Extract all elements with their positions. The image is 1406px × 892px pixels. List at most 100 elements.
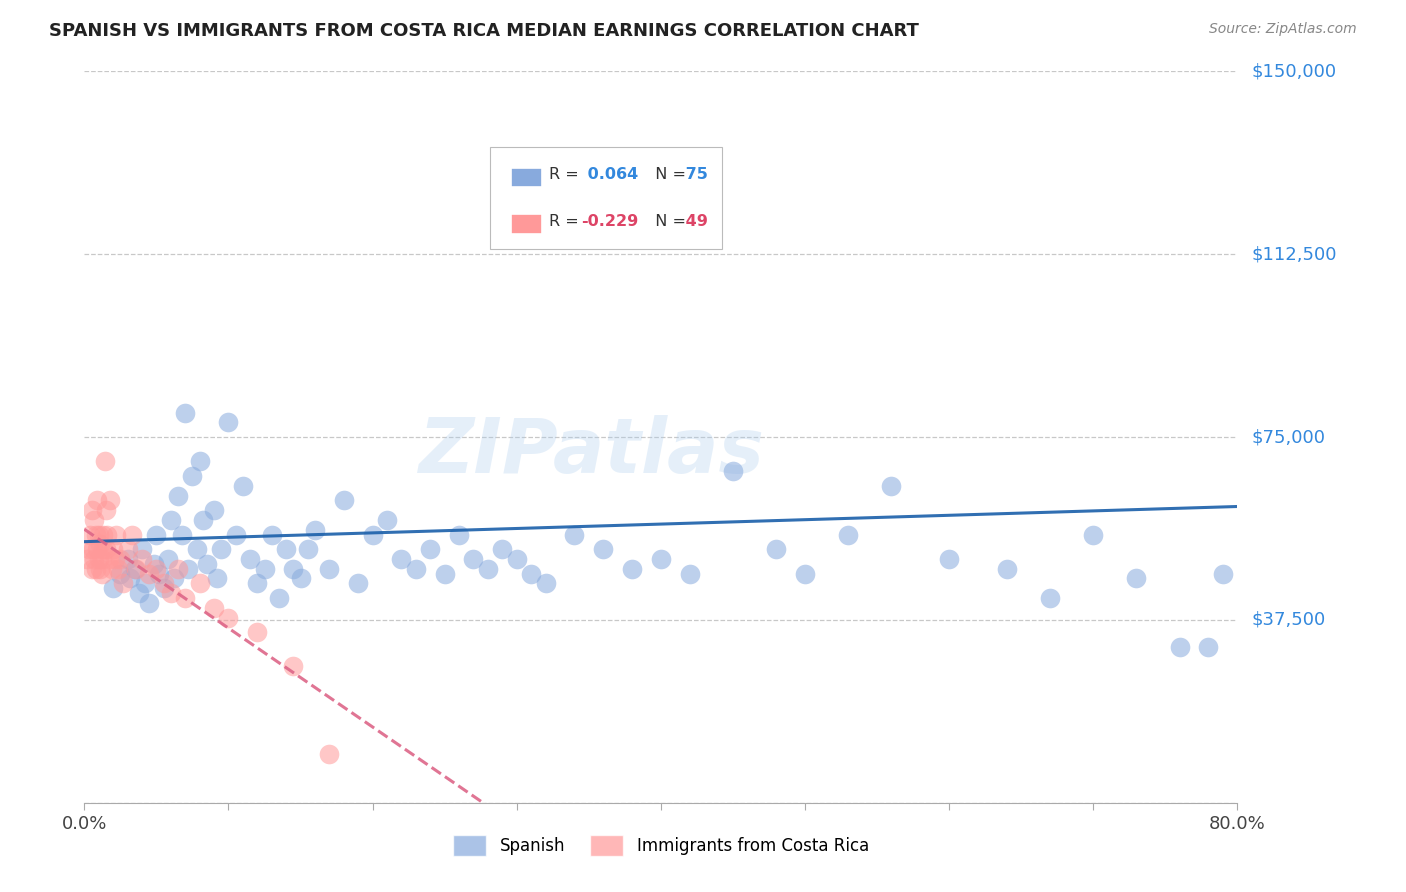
Point bbox=[83, 552, 105, 566]
Point bbox=[375, 513, 398, 527]
Point bbox=[82, 542, 104, 557]
Text: 49: 49 bbox=[681, 214, 707, 228]
Point bbox=[103, 542, 124, 557]
Point bbox=[246, 576, 269, 591]
Point bbox=[297, 542, 319, 557]
Point bbox=[94, 542, 117, 557]
Point bbox=[83, 513, 105, 527]
Point bbox=[96, 527, 118, 541]
Point bbox=[120, 572, 142, 586]
Point bbox=[283, 659, 305, 673]
Text: N =: N = bbox=[645, 168, 686, 182]
Point bbox=[520, 566, 543, 581]
Point bbox=[621, 562, 644, 576]
Point bbox=[174, 406, 197, 420]
Point bbox=[121, 527, 143, 541]
Point bbox=[318, 562, 340, 576]
Point bbox=[80, 562, 103, 576]
Text: ZIPatlas: ZIPatlas bbox=[419, 415, 765, 489]
Point bbox=[148, 566, 170, 581]
Point bbox=[765, 542, 787, 557]
Point bbox=[188, 454, 211, 468]
Point bbox=[506, 552, 529, 566]
Point bbox=[1198, 640, 1220, 654]
Point bbox=[79, 527, 101, 541]
Point bbox=[131, 542, 153, 557]
Point bbox=[837, 527, 859, 541]
Point bbox=[650, 552, 672, 566]
Point bbox=[104, 552, 127, 566]
Point bbox=[87, 527, 110, 541]
Point bbox=[167, 489, 190, 503]
Point bbox=[592, 542, 614, 557]
Text: $37,500: $37,500 bbox=[1251, 611, 1326, 629]
Point bbox=[260, 527, 283, 541]
Point bbox=[89, 562, 111, 576]
Point bbox=[138, 596, 160, 610]
Point bbox=[1212, 566, 1234, 581]
Point bbox=[419, 542, 441, 557]
Point bbox=[160, 586, 183, 600]
Point bbox=[202, 600, 225, 615]
Point bbox=[304, 523, 326, 537]
Point bbox=[94, 503, 117, 517]
Point bbox=[145, 562, 167, 576]
Point bbox=[191, 513, 214, 527]
Point bbox=[160, 513, 183, 527]
Point bbox=[128, 586, 150, 600]
Point bbox=[253, 562, 276, 576]
Point bbox=[491, 542, 513, 557]
Point bbox=[97, 552, 120, 566]
Point bbox=[138, 566, 160, 581]
Point bbox=[218, 610, 240, 624]
Point bbox=[318, 747, 340, 761]
Point bbox=[391, 552, 413, 566]
Point bbox=[152, 576, 174, 591]
Point bbox=[100, 562, 122, 576]
Point bbox=[188, 576, 211, 591]
Point bbox=[174, 591, 197, 605]
Point bbox=[290, 572, 312, 586]
Point bbox=[112, 576, 135, 591]
Point bbox=[105, 527, 128, 541]
Point bbox=[209, 542, 232, 557]
Point bbox=[195, 557, 218, 571]
Point bbox=[283, 562, 305, 576]
Point bbox=[76, 552, 98, 566]
Point bbox=[477, 562, 499, 576]
Point bbox=[134, 576, 156, 591]
Point bbox=[80, 503, 103, 517]
Point bbox=[267, 591, 290, 605]
Text: Source: ZipAtlas.com: Source: ZipAtlas.com bbox=[1209, 22, 1357, 37]
Point bbox=[1083, 527, 1105, 541]
Point bbox=[239, 552, 262, 566]
Point bbox=[167, 562, 190, 576]
Text: $112,500: $112,500 bbox=[1251, 245, 1337, 263]
Point bbox=[124, 562, 146, 576]
Point bbox=[225, 527, 247, 541]
Text: R =: R = bbox=[550, 168, 579, 182]
Point bbox=[156, 552, 179, 566]
Point bbox=[142, 557, 165, 571]
Point bbox=[117, 542, 139, 557]
Point bbox=[218, 416, 240, 430]
Point bbox=[205, 572, 228, 586]
Point bbox=[202, 503, 225, 517]
Point bbox=[361, 527, 384, 541]
Point bbox=[232, 479, 254, 493]
Text: N =: N = bbox=[645, 214, 686, 228]
Point bbox=[87, 552, 110, 566]
Text: $150,000: $150,000 bbox=[1251, 62, 1336, 80]
Point bbox=[721, 464, 744, 478]
Point bbox=[347, 576, 370, 591]
Point bbox=[110, 552, 132, 566]
Point bbox=[186, 542, 208, 557]
Point bbox=[995, 562, 1018, 576]
Point bbox=[145, 527, 167, 541]
Point bbox=[90, 552, 112, 566]
Point bbox=[1168, 640, 1191, 654]
Point bbox=[333, 493, 356, 508]
Point bbox=[107, 562, 129, 576]
Point bbox=[163, 572, 186, 586]
Point bbox=[177, 562, 200, 576]
